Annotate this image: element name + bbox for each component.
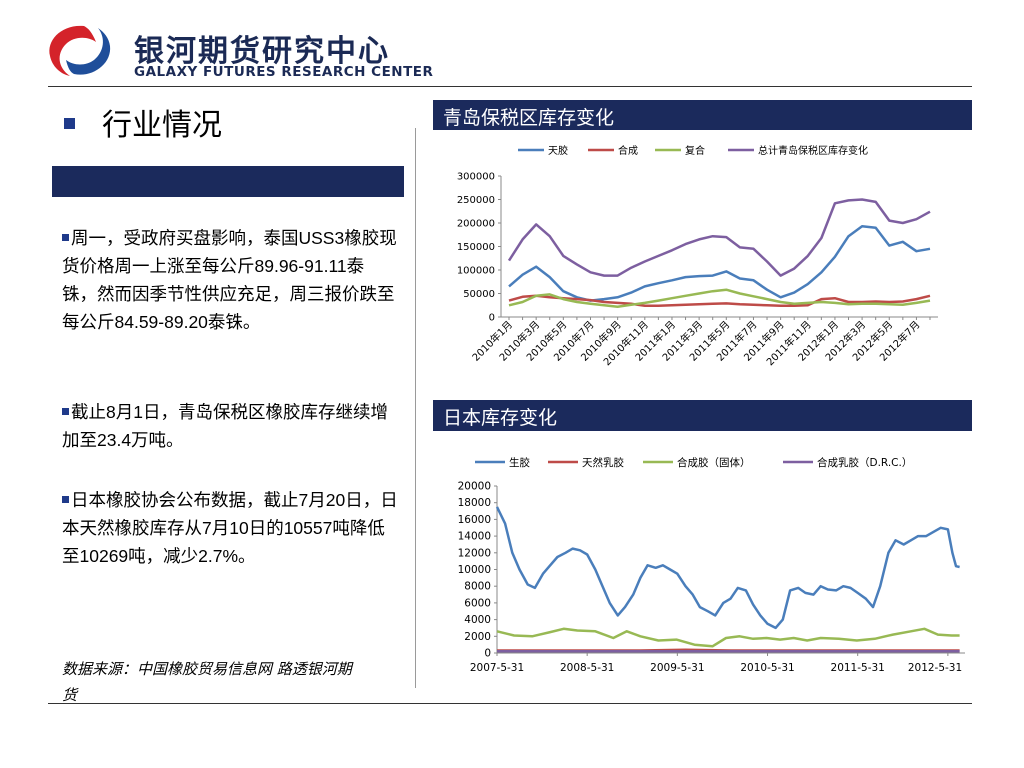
x-tick-label: 2011-5-31 <box>831 662 885 674</box>
galaxy-logo <box>49 25 111 77</box>
y-tick-label: 150000 <box>457 242 495 253</box>
y-tick-label: 6000 <box>464 597 491 609</box>
bullet-square <box>62 233 69 241</box>
legend-label-2: 合成胶（固体） <box>677 456 751 469</box>
series-line-3 <box>507 198 931 277</box>
japan-inventory-chart: 生胶 天然乳胶 合成胶（固体） 合成乳胶（D.R.C.） 0 2000 4000 6000 80… <box>458 456 965 674</box>
y-tick-label: 2000 <box>464 631 491 643</box>
y-tick-label: 0 <box>489 313 495 324</box>
section-bullet <box>64 118 75 129</box>
legend-label-1: 天然乳胶 <box>582 456 624 469</box>
legend-label-1: 合成 <box>618 144 638 157</box>
x-tick-label: 2012-5-31 <box>908 662 962 674</box>
chart2-title-bar: 日本库存变化 <box>433 400 972 431</box>
brand-name-en: GALAXY FUTURES RESEARCH CENTER <box>134 64 434 80</box>
y-tick-label: 0 <box>484 648 491 660</box>
legend-label-3: 合成乳胶（D.R.C.） <box>817 456 912 469</box>
section-title: 行业情况 <box>102 108 222 143</box>
qingdao-inventory-chart: 天胶 合成 复合 总计青岛保税区库存变化 0 50000 100000 150000 20000… <box>457 144 938 368</box>
y-tick-label: 100000 <box>457 266 495 277</box>
left-title-bar <box>52 166 404 197</box>
bullet-square <box>62 495 69 503</box>
series-line-0 <box>508 225 931 302</box>
chart2-title: 日本库存变化 <box>443 407 558 429</box>
y-tick-label: 4000 <box>464 614 491 626</box>
data-source: 数据来源：中国橡胶贸易信息网 路透银河期货 <box>62 660 352 704</box>
y-tick-label: 16000 <box>458 514 491 526</box>
footer-divider <box>48 703 972 704</box>
legend-label-0: 天胶 <box>548 144 568 157</box>
brand-name-cn: 银河期货研究中心 <box>134 34 390 69</box>
y-tick-label: 10000 <box>458 564 491 576</box>
y-tick-label: 8000 <box>464 581 491 593</box>
chart1-title: 青岛保税区库存变化 <box>443 107 615 129</box>
paragraph-2: 截止8月1日，青岛保税区橡胶库存继续增加至23.4万吨。 <box>62 398 398 454</box>
y-tick-label: 50000 <box>463 289 495 300</box>
paragraph-2-text: 截止8月1日，青岛保税区橡胶库存继续增加至23.4万吨。 <box>62 402 388 450</box>
y-tick-label: 250000 <box>457 195 495 206</box>
column-divider <box>415 128 416 688</box>
legend-label-0: 生胶 <box>509 456 530 469</box>
y-tick-label: 18000 <box>458 497 491 509</box>
paragraph-3: 日本橡胶协会公布数据，截止7月20日，日本天然橡胶库存从7月10日的10557吨… <box>62 486 398 570</box>
legend-label-3: 总计青岛保税区库存变化 <box>758 144 868 157</box>
legend-label-2: 复合 <box>685 144 705 157</box>
x-tick-label: 2008-5-31 <box>560 662 614 674</box>
header-divider <box>48 86 972 87</box>
y-tick-label: 300000 <box>457 172 495 183</box>
x-tick-label: 2010-5-31 <box>740 662 794 674</box>
paragraph-1-text: 周一，受政府买盘影响，泰国USS3橡胶现货价格周一上涨至每公斤89.96-91.… <box>62 228 397 332</box>
chart1-title-bar: 青岛保税区库存变化 <box>433 100 972 130</box>
series-line-1 <box>508 294 931 307</box>
bullet-square <box>62 407 69 415</box>
series-line-2 <box>508 288 931 308</box>
x-tick-label: 2007-5-31 <box>470 662 524 674</box>
y-tick-label: 20000 <box>458 481 491 493</box>
paragraph-1: 周一，受政府买盘影响，泰国USS3橡胶现货价格周一上涨至每公斤89.96-91.… <box>62 224 398 336</box>
series-line-0 <box>495 506 960 630</box>
x-tick-label: 2009-5-31 <box>650 662 704 674</box>
paragraph-3-text: 日本橡胶协会公布数据，截止7月20日，日本天然橡胶库存从7月10日的10557吨… <box>62 490 398 566</box>
series-line-2 <box>496 627 960 648</box>
y-tick-label: 14000 <box>458 531 491 543</box>
y-tick-label: 200000 <box>457 219 495 230</box>
y-tick-label: 12000 <box>458 547 491 559</box>
